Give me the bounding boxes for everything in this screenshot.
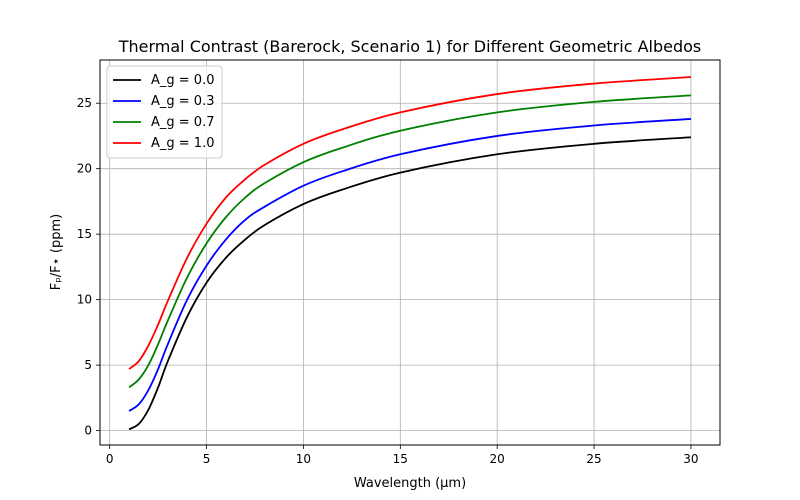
y-axis-label: Fₚ/F⋆ (ppm) [49, 214, 64, 290]
y-tick-label: 5 [84, 358, 92, 372]
x-tick-label: 0 [106, 452, 114, 466]
x-axis-label: Wavelength (μm) [354, 476, 466, 491]
x-tick-label: 5 [203, 452, 211, 466]
series-group [128, 76, 692, 431]
series-line-ag-10 [128, 76, 692, 370]
y-tick-label: 0 [84, 424, 92, 438]
grid [100, 60, 720, 445]
legend-label-ag-10: A_g = 1.0 [151, 136, 214, 151]
x-tick-label: 15 [393, 452, 408, 466]
y-tick-label: 20 [77, 162, 92, 176]
x-tick-label: 25 [586, 452, 601, 466]
legend-label-ag-00: A_g = 0.0 [151, 73, 214, 88]
x-tick-label: 30 [683, 452, 698, 466]
legend-label-ag-03: A_g = 0.3 [151, 94, 214, 109]
y-tick-label: 15 [77, 227, 92, 241]
series-line-ag-00 [128, 136, 692, 431]
chart-title: Thermal Contrast (Barerock, Scenario 1) … [118, 37, 702, 56]
legend-label-ag-07: A_g = 0.7 [151, 115, 214, 130]
x-tick-label: 10 [296, 452, 311, 466]
series-line-ag-03 [128, 118, 692, 412]
x-tick-label: 20 [490, 452, 505, 466]
y-tick-label: 10 [77, 293, 92, 307]
y-tick-label: 25 [77, 96, 92, 110]
ticks: 0 5 10 15 20 25 30 0 5 10 15 20 25 [77, 96, 699, 466]
series-line-ag-07 [128, 94, 692, 389]
legend: A_g = 0.0 A_g = 0.3 A_g = 0.7 A_g = 1.0 [106, 65, 223, 159]
legend-box [106, 65, 223, 159]
plot-frame [99, 59, 721, 446]
